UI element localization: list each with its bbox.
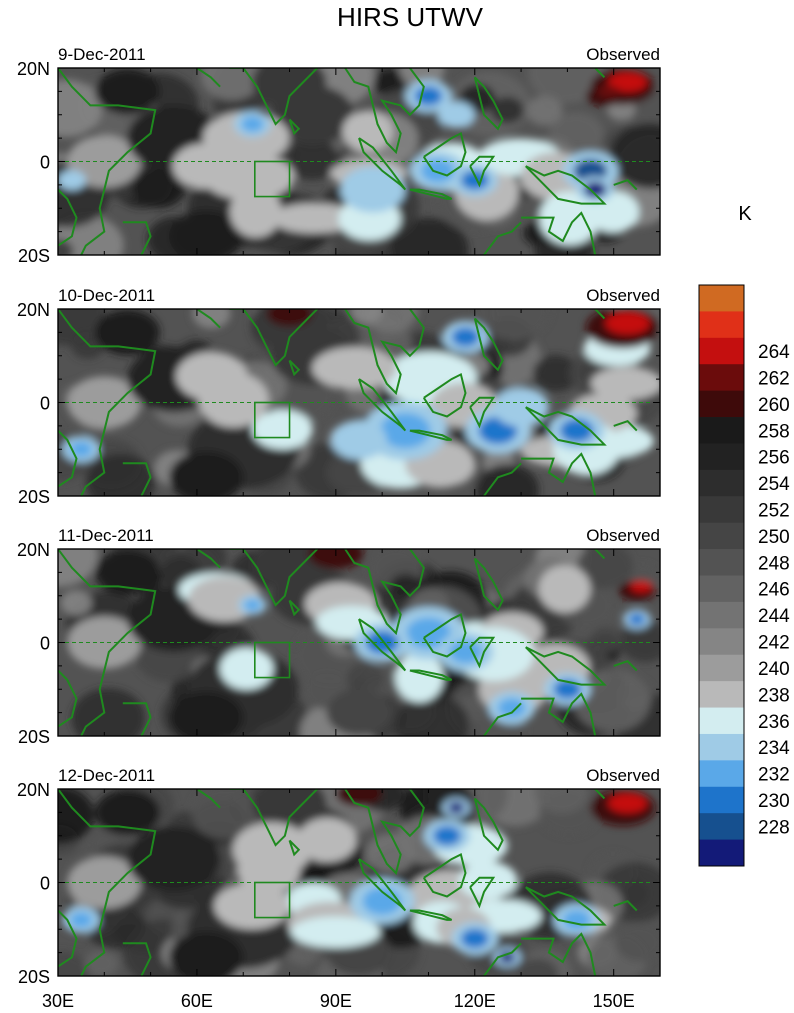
colorbar-label: 264 (758, 342, 790, 363)
lat-tick-label: 20N (17, 59, 50, 79)
colorbar-swatch (699, 733, 744, 761)
colorbar-swatch (699, 839, 744, 867)
lat-tick-label: 0 (40, 634, 50, 654)
colorbar-swatch (699, 469, 744, 497)
colorbar-swatch (699, 364, 744, 392)
map-panel: 9-Dec-2011 Observed 20N 0 20S (17, 45, 661, 266)
lat-tick-label: 0 (40, 153, 50, 173)
colorbar: 228 230 232 234 236 238 240 242 244 246 248 250 252 2… (698, 284, 790, 867)
study-region-box (254, 641, 291, 679)
utwv-field (58, 68, 660, 255)
colorbar-label: 242 (758, 633, 790, 654)
lon-tick-label: 150E (593, 991, 635, 1011)
coastlines (58, 309, 638, 496)
lon-tick-label: 60E (181, 991, 213, 1011)
colorbar-label: 240 (758, 659, 790, 680)
lat-tick-label: 20S (18, 727, 50, 747)
panel-date: 12-Dec-2011 (58, 766, 155, 785)
colorbar-swatch (699, 522, 744, 550)
panel-date: 11-Dec-2011 (58, 526, 154, 545)
map-panel: 11-Dec-2011 Observed 20N 0 20S (17, 526, 661, 747)
colorbar-label: 254 (758, 474, 790, 495)
coastlines (58, 549, 638, 736)
colorbar-label: 248 (758, 553, 790, 574)
colorbar-label: 246 (758, 580, 790, 601)
lat-tick-label: 20S (18, 246, 50, 266)
coastlines (58, 68, 638, 255)
colorbar-swatch (699, 628, 744, 656)
colorbar-swatch (699, 311, 744, 339)
colorbar-label: 244 (758, 606, 790, 627)
colorbar-label: 260 (758, 395, 790, 416)
colorbar-label: 234 (758, 738, 790, 759)
colorbar-swatch (699, 285, 744, 312)
colorbar-label: 258 (758, 421, 790, 442)
map-panel: 10-Dec-2011 Observed 20N 0 20S (17, 286, 661, 507)
colorbar-label: 262 (758, 368, 790, 389)
lon-tick-label: 120E (454, 991, 496, 1011)
colorbar-label: 238 (758, 685, 790, 706)
map-panel: 12-Dec-2011 Observed 20N 0 20S 30E 60E 90E 120E 1… (17, 766, 661, 1011)
colorbar-swatch (699, 707, 744, 735)
colorbar-swatch (699, 813, 744, 840)
colorbar-swatch (699, 681, 744, 708)
panel-date: 9-Dec-2011 (58, 45, 146, 64)
lat-tick-label: 20S (18, 967, 50, 987)
lat-tick-label: 20N (17, 300, 50, 320)
panel-source-label: Observed (586, 526, 660, 545)
colorbar-label: 252 (758, 500, 790, 521)
unit-label: K (738, 203, 752, 225)
colorbar-swatch (699, 575, 744, 603)
utwv-field (58, 549, 660, 736)
lat-tick-label: 0 (40, 874, 50, 894)
colorbar-label: 228 (758, 817, 790, 838)
colorbar-swatch (699, 786, 744, 814)
colorbar-label: 232 (758, 765, 790, 786)
lat-tick-label: 20N (17, 540, 50, 560)
lon-tick-label: 90E (320, 991, 352, 1011)
colorbar-swatch (699, 496, 744, 524)
figure-title: HIRS UTWV (337, 2, 484, 32)
utwv-field (58, 789, 660, 976)
colorbar-swatch (699, 760, 744, 788)
colorbar-label: 250 (758, 527, 790, 548)
colorbar-swatch (699, 549, 744, 576)
study-region-box (254, 881, 291, 919)
lon-tick-label: 30E (42, 991, 74, 1011)
lat-tick-label: 20S (18, 487, 50, 507)
colorbar-label: 236 (758, 712, 790, 733)
colorbar-swatch (699, 443, 744, 471)
colorbar-swatch (699, 601, 744, 629)
utwv-field (58, 309, 660, 496)
panel-source-label: Observed (586, 766, 660, 785)
colorbar-label: 230 (758, 791, 790, 812)
colorbar-swatch (699, 417, 744, 444)
lat-tick-label: 20N (17, 780, 50, 800)
lat-tick-label: 0 (40, 394, 50, 414)
colorbar-label: 256 (758, 448, 790, 469)
panel-source-label: Observed (586, 286, 660, 305)
study-region-box (254, 160, 291, 198)
colorbar-swatch (699, 337, 744, 365)
panel-source-label: Observed (586, 45, 660, 64)
panel-date: 10-Dec-2011 (58, 286, 155, 305)
colorbar-swatch (699, 390, 744, 418)
colorbar-swatch (699, 654, 744, 682)
coastlines (58, 789, 638, 976)
study-region-box (254, 401, 291, 439)
